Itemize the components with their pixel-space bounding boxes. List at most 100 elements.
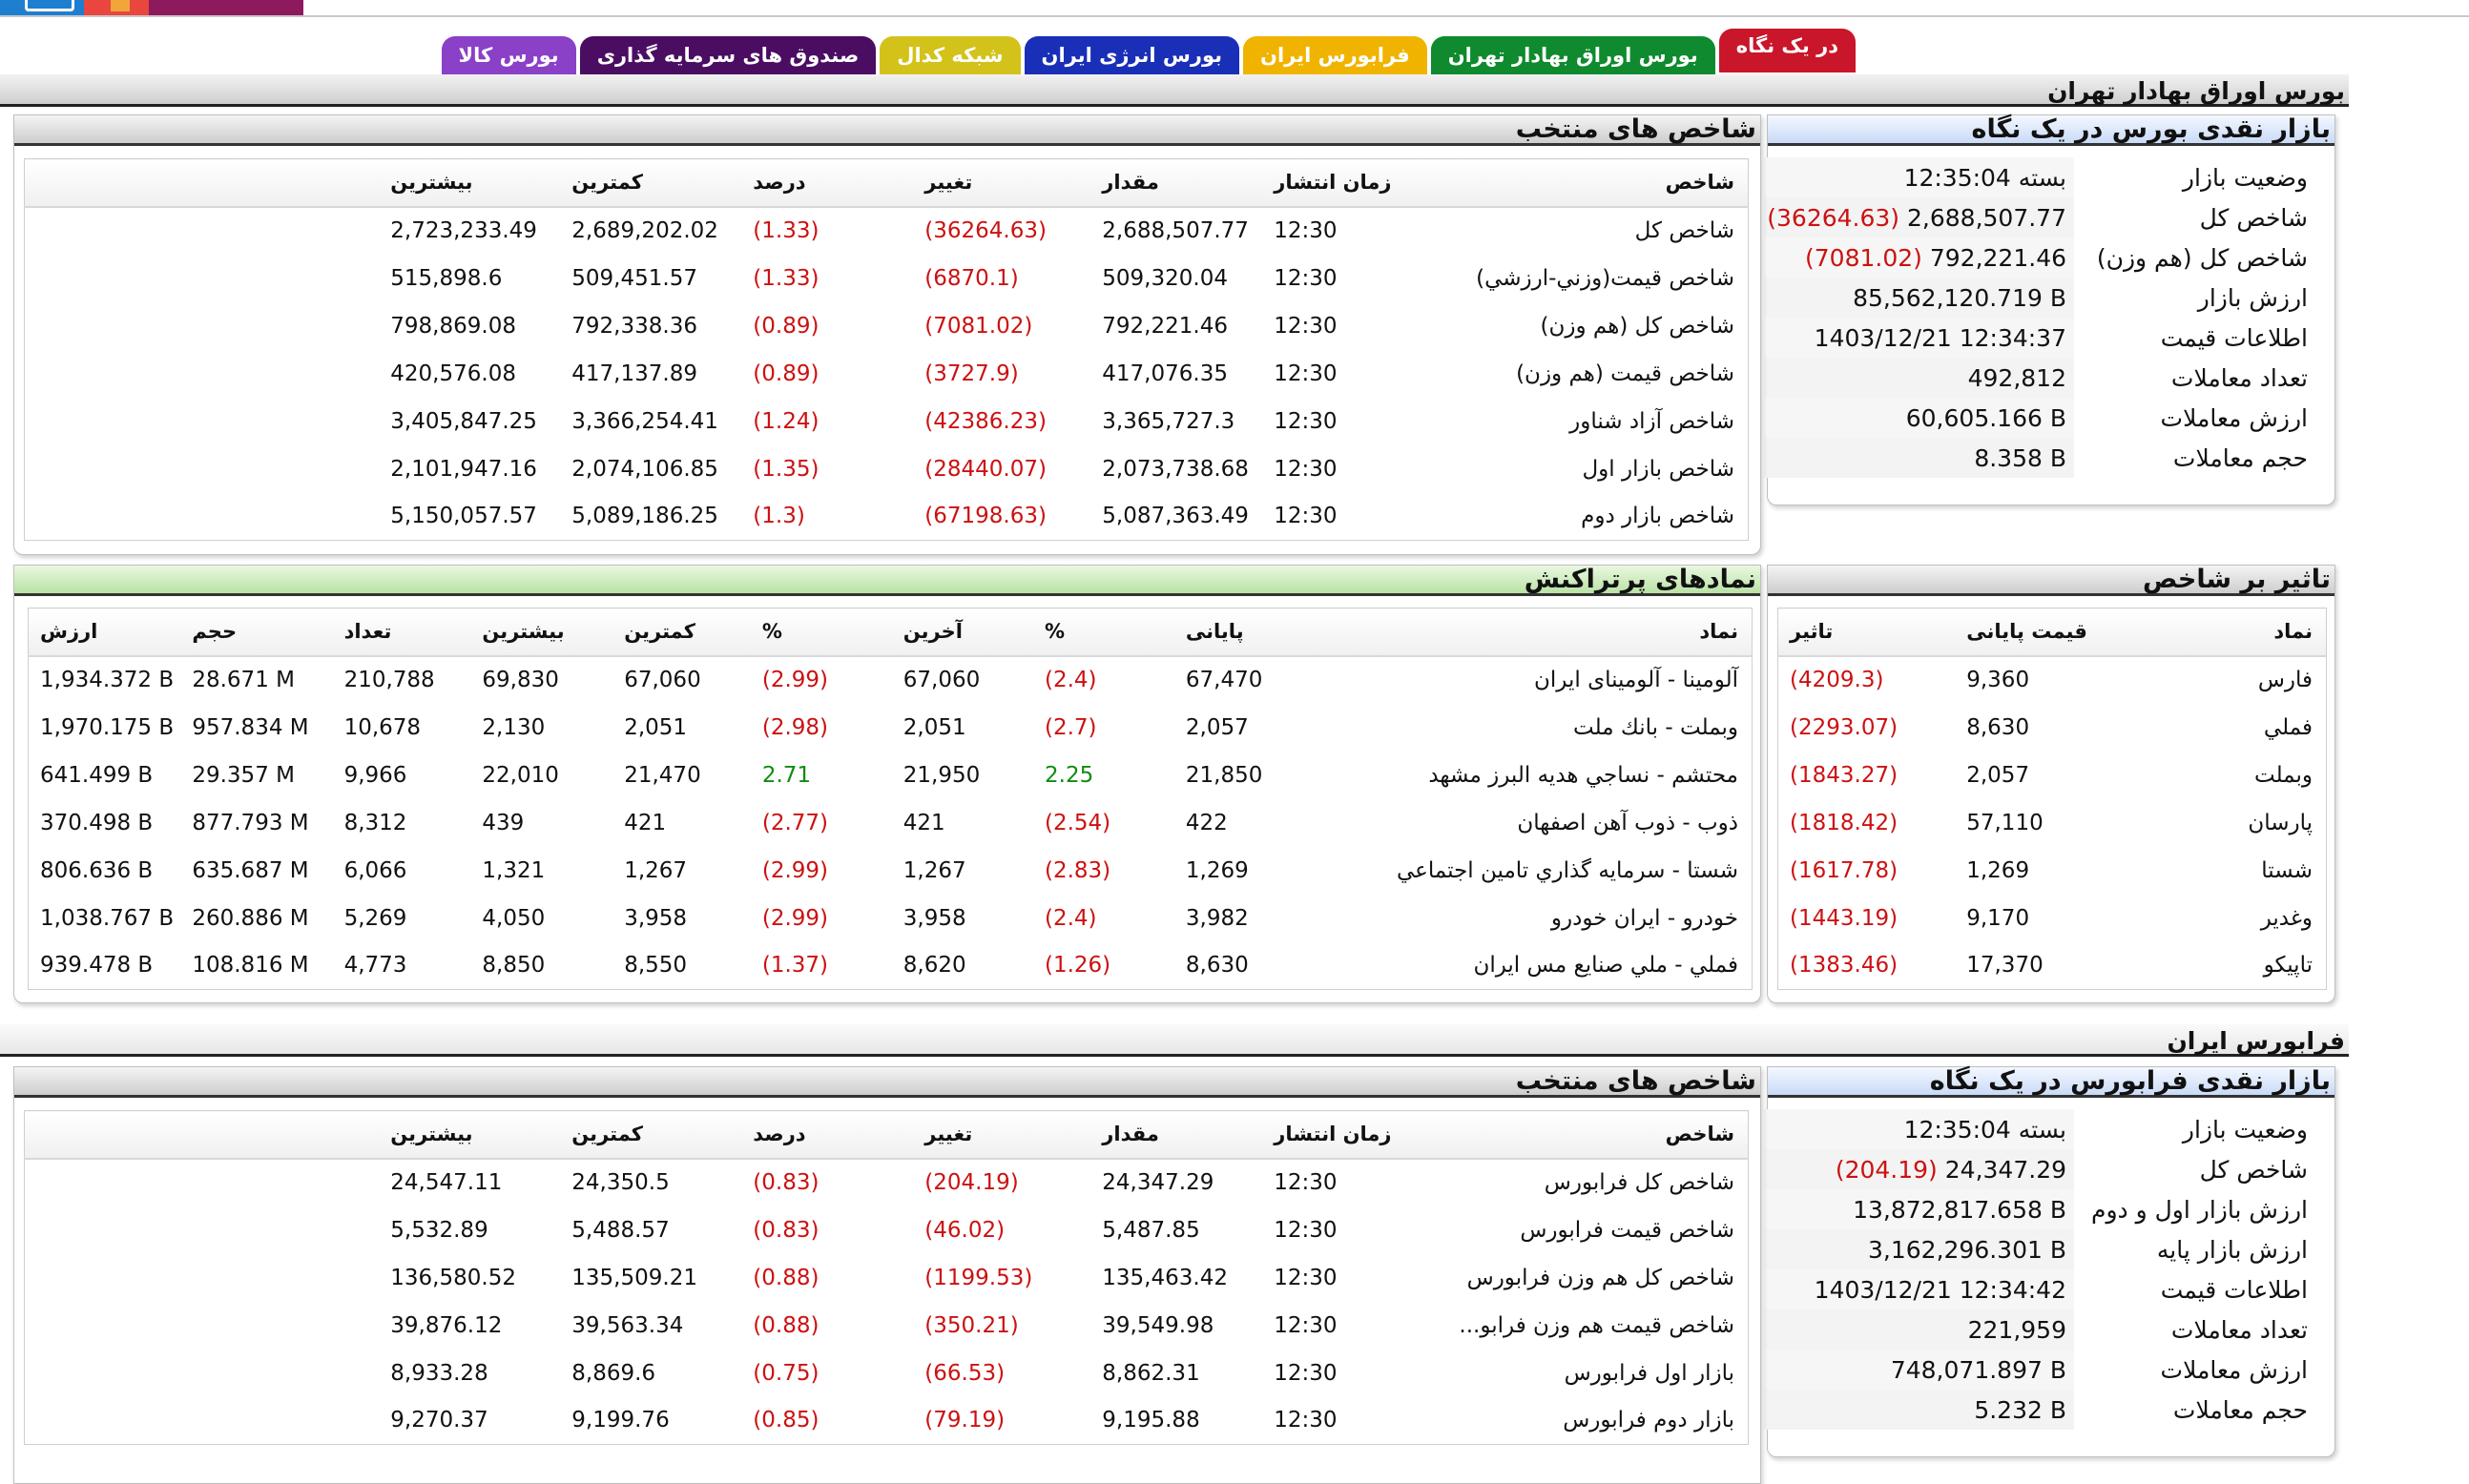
summary-value-text: 1403/12/21 12:34:42 [1814,1275,2066,1304]
column-header[interactable]: شاخص [1404,158,1749,208]
table-row[interactable]: شاخص کل (هم وزن) 12:30 792,221.46 (7081.02)… [25,302,1749,350]
tab-6[interactable]: بورس کالا [441,36,576,74]
row-name-cell[interactable]: شاخص قيمت(وزني-ارزشي) [1476,265,1734,291]
column-header[interactable]: حجم [180,608,333,657]
column-header[interactable]: مقدار [1090,1110,1263,1160]
table-row[interactable]: پارسان 57,110 (1818.42) [1778,799,2327,847]
row-name-cell[interactable]: وغدير [2260,905,2313,931]
table-row[interactable]: شستا - سرمايه گذاري تامين اجتماعي 1,269 (2… [29,847,1753,895]
row-name-cell[interactable]: شاخص قیمت (هم وزن) [1516,361,1734,386]
column-header[interactable]: نماد [2127,608,2327,657]
table-row[interactable]: شاخص بازار اول 12:30 2,073,738.68 (28440.07… [25,445,1749,493]
table-row[interactable]: وغدير 9,170 (1443.19) [1778,895,2327,942]
row-name-cell[interactable]: بازار اول فرابورس [1564,1360,1734,1386]
row-name-cell[interactable]: شاخص کل فرابورس [1544,1170,1734,1195]
tab-0[interactable]: در یک نگاه [1718,29,1856,72]
row-value-cell: (350.21) [924,1312,1019,1338]
column-header[interactable]: % [750,608,892,657]
table-row[interactable]: ذوب - ذوب آهن اصفهان 422 (2.54) 421 (2.77) 42… [29,799,1753,847]
table-row[interactable]: بازار اول فرابورس 12:30 8,862.31 (66.53) (0.… [25,1350,1749,1397]
row-name-cell[interactable]: شاخص بازار دوم [1581,504,1734,529]
column-header[interactable]: تاثیر [1777,608,1956,657]
column-header[interactable]: تغییر [913,1110,1091,1160]
row-name-cell[interactable]: شاخص بازار اول [1582,456,1734,482]
column-header[interactable]: بیشترین [470,608,613,657]
column-header[interactable]: بیشترین [379,1110,561,1160]
table-row[interactable]: شاخص کل هم وزن فرابورس 12:30 135,463.42 (11… [25,1254,1749,1302]
apps-icon[interactable] [84,0,149,15]
row-value-cell: (2.98) [761,714,829,740]
column-header[interactable]: ارزش [28,608,181,657]
column-header[interactable]: کمترین [560,158,742,208]
tab-2[interactable]: فرابورس ایران [1243,36,1427,74]
column-header[interactable]: زمان انتشار [1262,1110,1405,1160]
table-row[interactable]: وبملت 2,057 (1843.27) [1778,752,2327,799]
table-row[interactable]: شاخص قيمت(وزني-ارزشي) 12:30 509,320.04 (687… [25,255,1749,302]
row-name-cell[interactable]: شاخص کل (هم وزن) [1540,313,1734,339]
column-header[interactable]: تغییر [913,158,1091,208]
row-name-cell[interactable]: تاپيکو [2263,953,2313,979]
row-name-cell[interactable]: شاخص قیمت هم وزن فرابو... [1459,1312,1734,1338]
row-name-cell[interactable]: محتشم - نساجي هديه البرز مشهد [1428,762,1738,788]
row-name-cell[interactable]: فارس [2257,668,2313,692]
tab-1[interactable]: بورس اوراق بهادار تهران [1430,36,1715,74]
row-name-cell[interactable]: شستا - سرمايه گذاري تامين اجتماعي [1396,857,1738,883]
tab-4[interactable]: شبکه کدال [880,36,1021,74]
row-value-cell: 5,487.85 [1102,1217,1200,1243]
table-row[interactable]: تاپيکو 17,370 (1383.46) [1778,942,2327,990]
table-row[interactable]: شاخص قیمت هم وزن فرابو... 12:30 39,549.98 (… [25,1302,1749,1350]
row-name-cell[interactable]: بازار دوم فرابورس [1563,1408,1734,1433]
row-name-cell[interactable]: پارسان [2248,810,2313,835]
table-row[interactable]: فملي 8,630 (2293.07) [1778,704,2327,752]
column-header[interactable]: شاخص [1404,1110,1749,1160]
row-value-cell: 5,150,057.57 [390,504,537,529]
table-row[interactable]: شاخص قیمت فرابورس 12:30 5,487.85 (46.02) (0.… [25,1206,1749,1254]
column-header[interactable]: کمترین [612,608,751,657]
row-name-cell[interactable]: وبملت [2253,762,2313,788]
column-header[interactable]: قیمت پایانی [1955,608,2127,657]
row-value-cell: (46.02) [924,1217,1006,1243]
column-header[interactable]: پایانی [1173,608,1335,657]
column-header[interactable]: بیشترین [379,158,561,208]
column-header[interactable]: تعداد [332,608,471,657]
column-header[interactable]: درصد [741,1110,914,1160]
row-value-cell: 4,773 [343,953,407,979]
table-row[interactable]: شاخص بازار دوم 12:30 5,087,363.49 (67198.63… [25,493,1749,541]
table-row[interactable]: خودرو - ايران خودرو 3,982 (2.4) 3,958 (2.99)… [29,895,1753,942]
row-name-cell[interactable]: فملي - ملي صنايع مس ايران [1473,953,1738,979]
table-row[interactable]: وبملت - بانك ملت 2,057 (2.7) 2,051 (2.98) 2,0… [29,704,1753,752]
tab-5[interactable]: صندوق های سرمایه گذاری [579,36,877,74]
tab-3[interactable]: بورس انرژی ایران [1024,36,1240,74]
column-header[interactable]: زمان انتشار [1262,158,1405,208]
home-icon[interactable] [0,0,84,15]
column-header[interactable]: مقدار [1090,158,1263,208]
row-name-cell[interactable]: شاخص کل هم وزن فرابورس [1466,1265,1734,1290]
row-name-cell[interactable]: شستا [2261,857,2313,883]
row-name-cell[interactable]: شاخص کل [1634,218,1734,243]
row-name-cell[interactable]: ذوب - ذوب آهن اصفهان [1517,810,1738,835]
table-row[interactable]: شاخص کل 12:30 2,688,507.77 (36264.63) (1.33)… [25,207,1749,255]
table-row[interactable]: شاخص کل فرابورس 12:30 24,347.29 (204.19) (0.… [25,1159,1749,1206]
table-header: شاخص زمان انتشار مقدار تغییر درصد کمترین بیشتر… [24,158,1749,208]
table-row[interactable]: شاخص آزاد شناور 12:30 3,365,727.3 (42386.23… [25,398,1749,445]
row-name-cell[interactable]: شاخص آزاد شناور [1569,408,1734,434]
column-header[interactable]: % [1033,608,1174,657]
table-row[interactable]: شستا 1,269 (1617.78) [1778,847,2327,895]
table-row[interactable]: محتشم - نساجي هديه البرز مشهد 21,850 2.25 2… [29,752,1753,799]
table-row[interactable]: فملي - ملي صنايع مس ايران 8,630 (1.26) 8,62… [29,942,1753,990]
row-name-cell[interactable]: فملي [2263,714,2313,740]
table-row[interactable]: شاخص قیمت (هم وزن) 12:30 417,076.35 (3727.9… [25,350,1749,398]
row-value-cell: 417,137.89 [571,361,697,386]
table-row[interactable]: فارس 9,360 (4209.3) [1778,656,2327,704]
column-header[interactable]: آخرین [891,608,1033,657]
table-row[interactable]: آلومينا - آلومينای ايران 67,470 (2.4) 67,06… [29,656,1753,704]
row-name-cell[interactable]: آلومينا - آلومينای ايران [1534,668,1738,692]
column-header[interactable]: نماد [1334,608,1753,657]
row-name-cell[interactable]: وبملت - بانك ملت [1573,714,1738,740]
column-header[interactable]: درصد [741,158,914,208]
row-name-cell[interactable]: خودرو - ايران خودرو [1550,905,1738,931]
top-banner-block[interactable] [149,0,303,15]
column-header[interactable]: کمترین [560,1110,742,1160]
table-row[interactable]: بازار دوم فرابورس 12:30 9,195.88 (79.19) (0.… [25,1397,1749,1445]
row-name-cell[interactable]: شاخص قیمت فرابورس [1520,1217,1734,1243]
